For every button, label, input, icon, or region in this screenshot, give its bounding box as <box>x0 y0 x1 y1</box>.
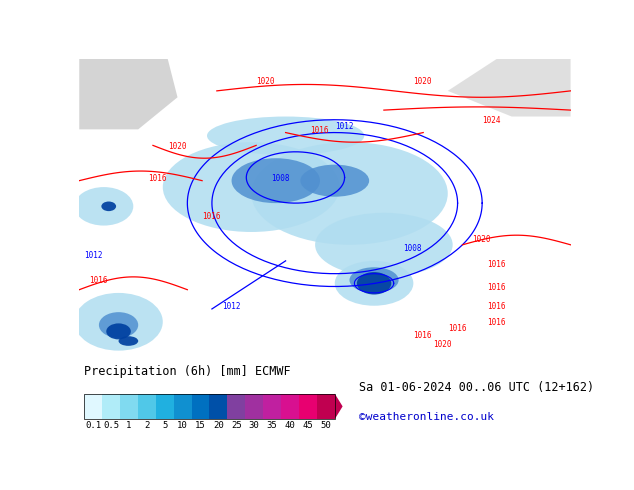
Bar <box>102 393 120 419</box>
FancyArrow shape <box>335 393 342 419</box>
Text: 1020: 1020 <box>472 235 491 244</box>
Text: 1008: 1008 <box>271 173 289 183</box>
Text: 1016: 1016 <box>487 318 505 327</box>
Ellipse shape <box>74 293 163 351</box>
Ellipse shape <box>301 165 369 196</box>
Ellipse shape <box>74 187 133 225</box>
Bar <box>281 393 299 419</box>
Ellipse shape <box>107 323 131 340</box>
Text: 1012: 1012 <box>335 122 353 131</box>
Bar <box>245 393 263 419</box>
Ellipse shape <box>163 142 340 232</box>
Text: 45: 45 <box>302 421 313 430</box>
Text: 1016: 1016 <box>487 302 505 311</box>
Text: 1020: 1020 <box>413 77 432 86</box>
Bar <box>228 393 245 419</box>
Text: 20: 20 <box>213 421 224 430</box>
Text: 5: 5 <box>162 421 167 430</box>
Text: 1012: 1012 <box>84 251 103 260</box>
Text: 1020: 1020 <box>167 142 186 150</box>
Bar <box>299 393 317 419</box>
Text: 35: 35 <box>267 421 278 430</box>
Ellipse shape <box>357 272 391 294</box>
Bar <box>209 393 228 419</box>
Text: 25: 25 <box>231 421 242 430</box>
Polygon shape <box>79 59 178 129</box>
Text: 50: 50 <box>320 421 331 430</box>
Ellipse shape <box>119 336 138 346</box>
Text: Sa 01-06-2024 00..06 UTC (12+162): Sa 01-06-2024 00..06 UTC (12+162) <box>359 381 595 393</box>
Text: 2: 2 <box>144 421 150 430</box>
Text: 1016: 1016 <box>148 173 167 183</box>
Bar <box>84 393 102 419</box>
Ellipse shape <box>207 117 364 155</box>
Ellipse shape <box>349 267 399 293</box>
Bar <box>156 393 174 419</box>
Bar <box>84 393 335 419</box>
Bar <box>120 393 138 419</box>
Text: 1016: 1016 <box>89 276 108 285</box>
Text: 1024: 1024 <box>482 116 501 125</box>
Text: 30: 30 <box>249 421 259 430</box>
Ellipse shape <box>315 213 453 277</box>
Text: 1016: 1016 <box>448 324 466 333</box>
Text: 1008: 1008 <box>404 244 422 253</box>
Ellipse shape <box>251 142 448 245</box>
Text: 40: 40 <box>285 421 295 430</box>
Ellipse shape <box>101 201 116 211</box>
Text: 10: 10 <box>178 421 188 430</box>
Text: Precipitation (6h) [mm] ECMWF: Precipitation (6h) [mm] ECMWF <box>84 366 291 378</box>
Text: 1: 1 <box>126 421 132 430</box>
Text: 1016: 1016 <box>310 125 328 135</box>
Text: 1020: 1020 <box>256 77 275 86</box>
Bar <box>317 393 335 419</box>
Polygon shape <box>448 59 571 117</box>
Text: 1016: 1016 <box>202 212 221 221</box>
Text: 0.1: 0.1 <box>85 421 101 430</box>
Ellipse shape <box>335 261 413 306</box>
Bar <box>263 393 281 419</box>
Text: 1016: 1016 <box>487 283 505 292</box>
Ellipse shape <box>231 158 320 203</box>
Bar <box>138 393 156 419</box>
Text: 0.5: 0.5 <box>103 421 119 430</box>
Text: 1020: 1020 <box>433 341 451 349</box>
Bar <box>191 393 209 419</box>
Text: 15: 15 <box>195 421 206 430</box>
Text: 1016: 1016 <box>487 260 505 270</box>
Text: 1012: 1012 <box>222 302 240 311</box>
Bar <box>174 393 191 419</box>
Ellipse shape <box>99 312 138 338</box>
Text: ©weatheronline.co.uk: ©weatheronline.co.uk <box>359 412 495 422</box>
Text: 1016: 1016 <box>413 331 432 340</box>
